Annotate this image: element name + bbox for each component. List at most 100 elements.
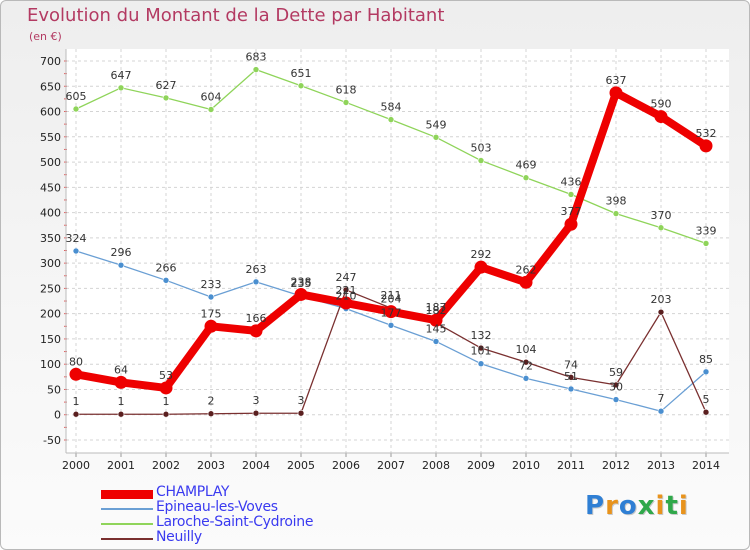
data-label-laroche-saint-cydroine: 370: [651, 209, 672, 222]
data-point-champlay: [429, 313, 443, 327]
y-tick-label: 0: [54, 409, 61, 422]
x-tick-label: 2012: [602, 459, 630, 472]
data-point-neuilly: [342, 286, 350, 294]
data-label-neuilly: 104: [516, 343, 537, 356]
data-point-neuilly: [567, 374, 575, 381]
x-tick-label: 2000: [62, 459, 90, 472]
data-label-champlay: 262: [516, 263, 537, 276]
data-point-laroche-saint-cydroine: [72, 105, 80, 113]
legend-label: CHAMPLAY: [156, 484, 230, 500]
data-point-laroche-saint-cydroine: [342, 99, 350, 106]
data-point-champlay: [294, 287, 308, 301]
data-label-champlay: 637: [606, 74, 627, 87]
x-tick-label: 2013: [647, 459, 675, 472]
data-label-neuilly: 1: [73, 395, 80, 408]
data-label-champlay: 292: [471, 248, 492, 261]
logo-letter: i: [655, 491, 666, 521]
data-point-epineau-les-voves: [702, 368, 710, 376]
data-point-epineau-les-voves: [117, 261, 125, 269]
data-point-champlay: [519, 275, 533, 289]
y-tick-label: 550: [40, 131, 61, 144]
data-label-champlay: 166: [246, 312, 267, 325]
data-label-champlay: 80: [69, 355, 83, 368]
data-label-neuilly: 2: [208, 395, 215, 408]
data-label-champlay: 175: [201, 307, 222, 320]
data-label-neuilly: 3: [298, 394, 305, 407]
data-point-laroche-saint-cydroine: [702, 240, 710, 247]
data-label-epineau-les-voves: 266: [156, 261, 177, 274]
logo-letter: t: [665, 491, 679, 521]
data-label-laroche-saint-cydroine: 618: [336, 83, 357, 96]
data-label-laroche-saint-cydroine: 584: [381, 101, 402, 114]
data-point-champlay: [699, 139, 713, 153]
proxiti-logo: Proxiti: [585, 491, 689, 521]
y-tick-label: 650: [40, 80, 61, 93]
logo-letter: o: [618, 491, 638, 521]
data-point-laroche-saint-cydroine: [432, 134, 440, 141]
data-point-neuilly: [162, 410, 170, 418]
x-tick-label: 2002: [152, 459, 180, 472]
data-point-laroche-saint-cydroine: [252, 66, 260, 73]
data-label-neuilly: 74: [564, 358, 578, 371]
data-label-champlay: 53: [159, 369, 173, 382]
data-point-champlay: [474, 260, 488, 274]
legend-label: Epineau-les-Voves: [156, 499, 278, 515]
data-point-champlay: [609, 86, 623, 100]
data-point-champlay: [159, 381, 173, 395]
data-label-neuilly: 247: [336, 271, 357, 284]
data-label-epineau-les-voves: 235: [291, 277, 312, 290]
data-label-champlay: 590: [651, 98, 672, 111]
data-point-epineau-les-voves: [72, 247, 80, 255]
data-label-epineau-les-voves: 85: [699, 353, 713, 366]
x-tick-label: 2011: [557, 459, 585, 472]
data-label-epineau-les-voves: 263: [246, 263, 267, 276]
data-label-champlay: 532: [696, 127, 717, 140]
data-point-epineau-les-voves: [252, 278, 260, 286]
data-point-laroche-saint-cydroine: [117, 84, 125, 92]
x-tick-label: 2003: [197, 459, 225, 472]
data-label-champlay: 64: [114, 363, 128, 376]
data-point-neuilly: [207, 410, 215, 418]
data-label-champlay: 377: [561, 205, 582, 218]
data-point-neuilly: [612, 381, 620, 389]
data-label-neuilly: 211: [381, 289, 402, 302]
data-label-neuilly: 5: [703, 393, 710, 406]
data-label-epineau-les-voves: 296: [111, 246, 132, 259]
data-label-laroche-saint-cydroine: 469: [516, 159, 537, 172]
data-point-champlay: [204, 319, 218, 333]
data-point-champlay: [654, 110, 668, 124]
x-tick-label: 2009: [467, 459, 495, 472]
data-point-laroche-saint-cydroine: [297, 82, 305, 90]
data-point-laroche-saint-cydroine: [207, 106, 215, 113]
data-label-laroche-saint-cydroine: 339: [696, 224, 717, 237]
data-point-neuilly: [297, 409, 305, 417]
data-label-epineau-les-voves: 72: [519, 359, 533, 372]
data-point-champlay: [249, 324, 263, 338]
data-point-laroche-saint-cydroine: [162, 94, 170, 102]
data-label-neuilly: 132: [471, 329, 492, 342]
data-label-laroche-saint-cydroine: 604: [201, 91, 222, 104]
legend-swatch: [101, 508, 153, 510]
data-point-epineau-les-voves: [162, 277, 170, 284]
data-point-laroche-saint-cydroine: [387, 116, 395, 123]
data-label-laroche-saint-cydroine: 627: [156, 79, 177, 92]
data-point-epineau-les-voves: [477, 360, 485, 367]
axes: -50 0 50 100 150 200 250 300 350 400 450 500 550 600 6…: [40, 49, 729, 472]
data-point-neuilly: [117, 410, 125, 418]
series-champlay: [69, 86, 713, 395]
data-label-epineau-les-voves: 233: [201, 278, 222, 291]
data-point-neuilly: [702, 408, 710, 416]
logo-letter: r: [605, 491, 619, 521]
x-tick-label: 2004: [242, 459, 270, 472]
data-point-champlay: [384, 305, 398, 319]
y-tick-label: 250: [40, 282, 61, 295]
data-label-champlay: 238: [291, 275, 312, 288]
data-label-neuilly: 3: [253, 394, 260, 407]
data-label-neuilly: 203: [651, 293, 672, 306]
data-label-epineau-les-voves: 101: [471, 345, 492, 358]
x-tick-label: 2010: [512, 459, 540, 472]
data-point-laroche-saint-cydroine: [522, 174, 530, 182]
data-label-epineau-les-voves: 30: [609, 381, 623, 394]
legend-label: Neuilly: [156, 529, 202, 545]
